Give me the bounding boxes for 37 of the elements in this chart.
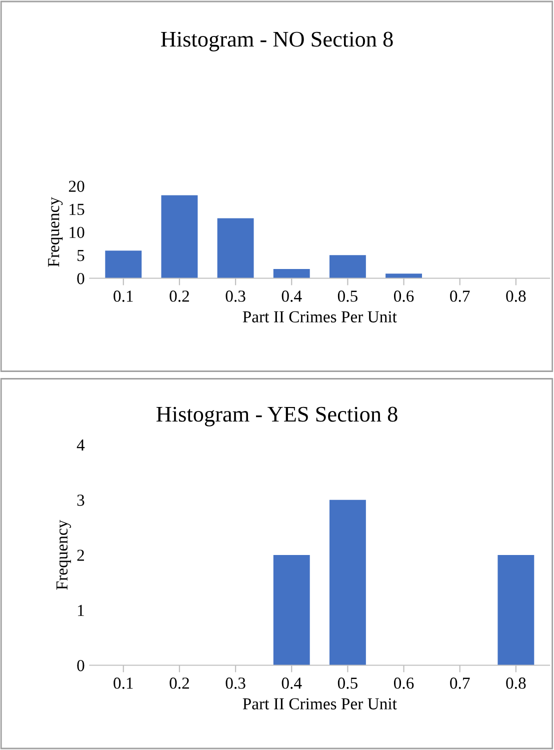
x-tick-label: 0.4 bbox=[282, 678, 302, 689]
chart-title: Histogram - YES Section 8 bbox=[156, 406, 398, 426]
y-tick-label: 1 bbox=[78, 604, 84, 616]
y-tick-label: 5 bbox=[78, 250, 84, 262]
bar bbox=[217, 218, 254, 278]
y-tick-label: 20 bbox=[68, 180, 84, 192]
x-tick-label: 0.3 bbox=[226, 290, 246, 302]
x-axis-title: Part II Crimes Per Unit bbox=[242, 698, 397, 710]
y-tick-label: 4 bbox=[76, 440, 85, 451]
x-tick-label: 0.4 bbox=[282, 290, 302, 302]
x-tick-label: 0.6 bbox=[394, 678, 414, 689]
x-tick-label: 0.2 bbox=[170, 290, 189, 302]
y-tick-label: 10 bbox=[70, 226, 84, 238]
x-tick-label: 0.8 bbox=[506, 290, 526, 302]
y-tick-label: 3 bbox=[77, 494, 84, 506]
bar bbox=[105, 250, 142, 278]
x-tick-label: 0.1 bbox=[114, 290, 133, 302]
x-tick-label: 0.2 bbox=[170, 678, 189, 689]
x-axis-title: Part II Crimes Per Unit bbox=[242, 311, 397, 322]
bar bbox=[329, 255, 366, 278]
y-tick-label: 2 bbox=[77, 550, 84, 561]
y-axis-title: Frequency bbox=[48, 197, 63, 267]
x-tick-label: 0.5 bbox=[338, 678, 358, 689]
y-tick-label: 0 bbox=[77, 272, 84, 284]
x-tick-label: 0.3 bbox=[226, 678, 246, 689]
y-tick-label: 15 bbox=[70, 204, 84, 216]
x-tick-label: 0.7 bbox=[450, 290, 470, 302]
y-axis-title: Frequency bbox=[56, 520, 71, 590]
y-tick-label: 0 bbox=[77, 660, 84, 672]
x-tick-label: 0.5 bbox=[338, 290, 358, 302]
bar bbox=[273, 269, 310, 278]
x-tick-label: 0.8 bbox=[506, 678, 526, 689]
x-tick-label: 0.1 bbox=[114, 678, 133, 689]
x-tick-label: 0.6 bbox=[394, 290, 414, 302]
bar bbox=[161, 195, 198, 278]
chart-title: Histogram - NO Section 8 bbox=[160, 32, 393, 52]
x-tick-label: 0.7 bbox=[450, 678, 470, 689]
